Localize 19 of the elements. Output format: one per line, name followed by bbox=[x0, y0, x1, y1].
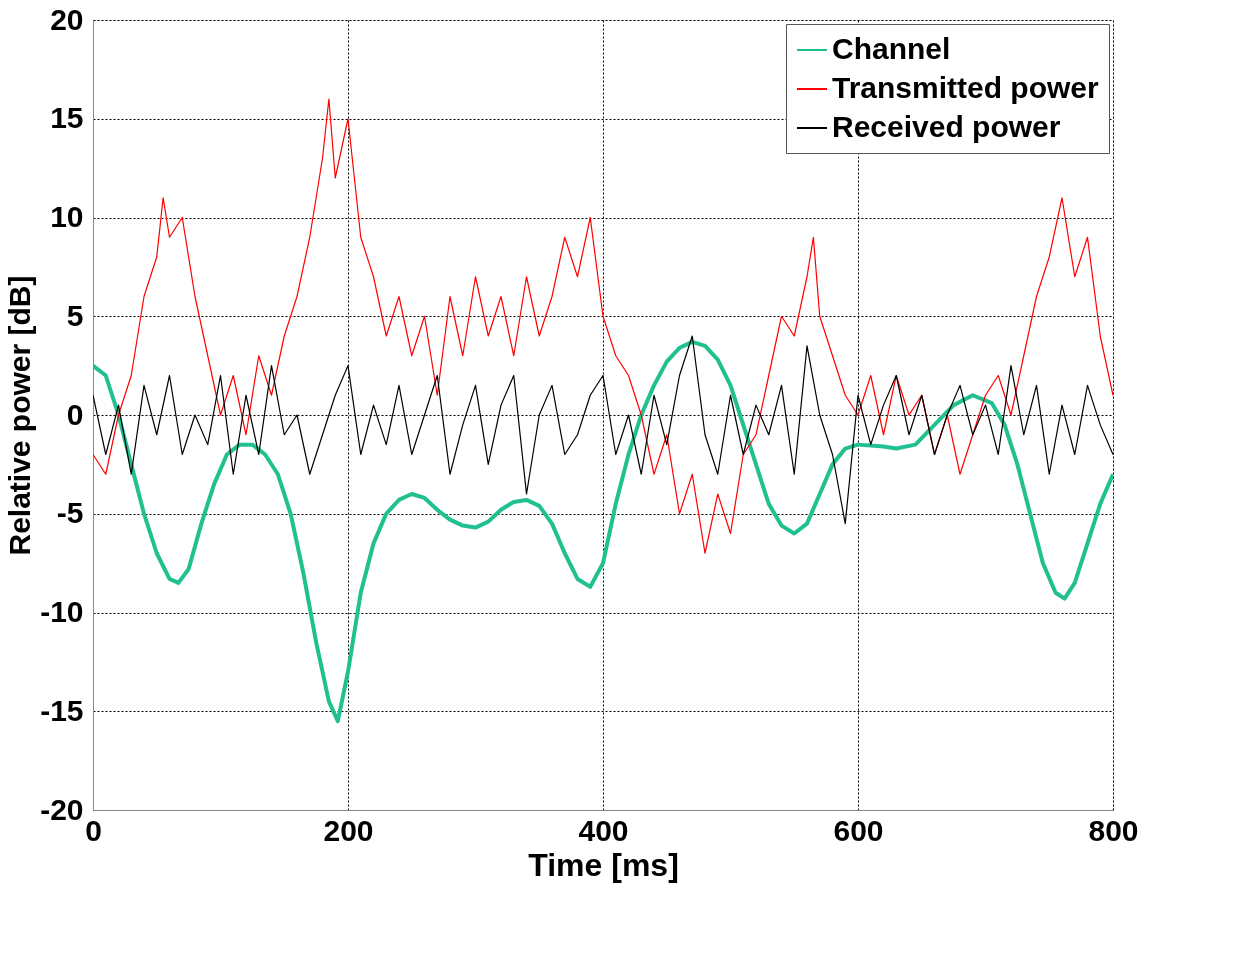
legend-label: Received power bbox=[832, 110, 1061, 143]
x-tick-label: 800 bbox=[1088, 813, 1139, 847]
y-tick-label: 20 bbox=[50, 2, 84, 36]
line-series bbox=[93, 339, 1113, 724]
legend-label: Transmitted power bbox=[832, 71, 1100, 104]
x-tick-label: 400 bbox=[578, 813, 629, 847]
legend-label: Channel bbox=[832, 32, 951, 65]
y-tick-label: 10 bbox=[50, 200, 84, 233]
y-tick-label: -15 bbox=[40, 693, 84, 727]
y-tick-label: 5 bbox=[66, 298, 84, 332]
y-tick-label: 15 bbox=[50, 101, 84, 135]
y-tick-label: -20 bbox=[40, 792, 84, 826]
y-tick-label: 0 bbox=[66, 397, 84, 431]
y-tick-label: -10 bbox=[40, 595, 84, 628]
x-tick-label: 600 bbox=[833, 813, 884, 847]
y-axis-title: Relative power [dB] bbox=[3, 275, 37, 556]
y-tick-label: -5 bbox=[56, 496, 84, 530]
x-axis-title: Time [ms] bbox=[528, 846, 679, 883]
x-tick-label: 200 bbox=[323, 813, 374, 847]
